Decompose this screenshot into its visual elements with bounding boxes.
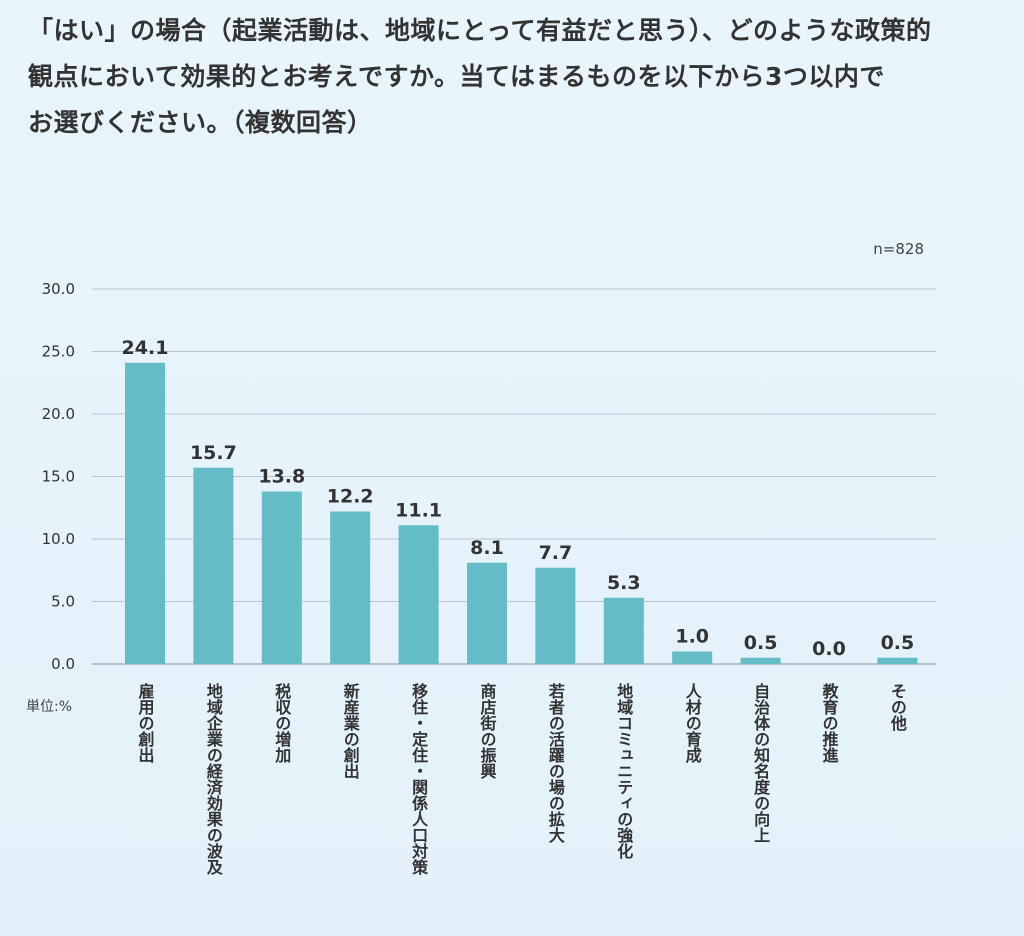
y-tick-label: 0.0 <box>51 655 75 673</box>
question-text: 「はい」の場合（起業活動は、地域にとって有益だと思う）、どのような政策的 観点に… <box>28 8 988 146</box>
bar-7 <box>535 567 576 664</box>
category-label: 人材の育成 <box>683 683 702 764</box>
value-label: 0.5 <box>744 632 778 654</box>
y-tick-label: 10.0 <box>42 530 75 548</box>
bar-8 <box>603 597 644 664</box>
value-label: 13.8 <box>258 466 305 488</box>
category-label: 地域企業の経済効果の波及 <box>204 682 224 876</box>
bar-6 <box>467 562 507 664</box>
category-label: 税収の増加 <box>272 682 292 764</box>
bar-10 <box>740 657 781 664</box>
category-label: 教育の推進 <box>820 682 839 764</box>
value-label: 24.1 <box>122 337 169 359</box>
y-tick-label: 20.0 <box>42 405 75 423</box>
category-label: 移住・定住・関係人口対策 <box>409 682 429 876</box>
question-line-3: お選びください。（複数回答） <box>28 108 373 137</box>
category-label: 商店街の振興 <box>478 682 498 780</box>
bar-3 <box>261 491 302 664</box>
category-label: その他 <box>888 683 908 732</box>
bar-9 <box>672 651 713 664</box>
value-label: 8.1 <box>470 537 504 559</box>
bar-5 <box>398 525 439 664</box>
bar-4 <box>330 511 371 664</box>
category-label: 若者の活躍の場の拡大 <box>546 682 566 844</box>
y-tick-label: 25.0 <box>42 343 75 361</box>
value-label: 5.3 <box>607 572 641 594</box>
value-label: 0.5 <box>881 632 915 654</box>
value-label: 15.7 <box>190 442 237 464</box>
value-label: 11.1 <box>395 499 442 521</box>
bar-12 <box>877 657 918 664</box>
value-label: 0.0 <box>812 638 846 660</box>
y-tick-label: 30.0 <box>42 280 75 298</box>
category-label: 雇用の創出 <box>136 682 156 764</box>
category-label: 新産業の創出 <box>341 682 361 780</box>
category-label: 地域コミュニティの強化 <box>614 682 633 859</box>
question-line-1: 「はい」の場合（起業活動は、地域にとって有益だと思う）、どのような政策的 <box>28 16 932 45</box>
question-line-2: 観点において効果的とお考えですか。当てはまるものを以下から3つ以内で <box>28 62 885 91</box>
y-tick-label: 5.0 <box>51 593 75 611</box>
sample-size-label: n=828 <box>873 240 924 258</box>
category-label: 自治体の知名度の向上 <box>751 682 770 843</box>
bar-2 <box>193 467 234 664</box>
value-label: 12.2 <box>327 486 374 508</box>
value-label: 1.0 <box>675 626 709 648</box>
bar-1 <box>125 362 165 664</box>
y-tick-label: 15.0 <box>42 468 75 486</box>
value-label: 7.7 <box>539 542 573 564</box>
unit-label: 単位:% <box>26 699 73 715</box>
